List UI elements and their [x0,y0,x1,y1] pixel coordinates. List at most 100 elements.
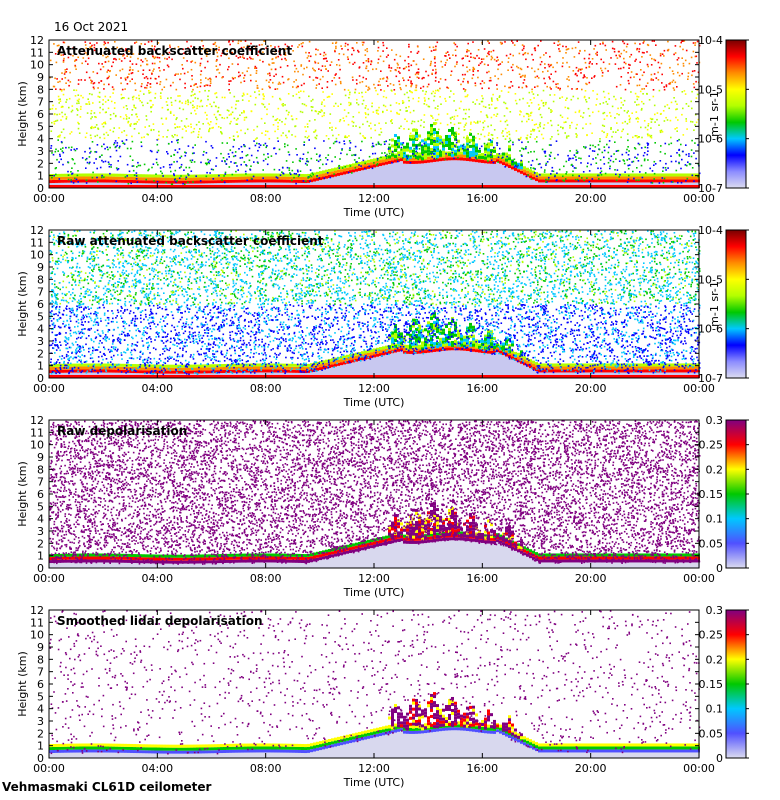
x-tick-label: 00:00 [33,572,65,585]
y-axis-label: Height (km) [16,271,29,337]
colorbar-tick-label: 10-4 [698,224,723,237]
chart-panel-2: Raw attenuated backscatter coefficient01… [16,224,749,409]
x-axis-label: Time (UTC) [343,586,405,599]
x-tick-label: 16:00 [466,762,498,775]
y-tick-label: 4 [37,323,44,336]
colorbar-tick-label: 10-4 [698,34,723,47]
y-tick-label: 10 [30,249,44,262]
y-tick-label: 3 [37,145,44,158]
y-tick-label: 9 [37,71,44,84]
panel-title: Attenuated backscatter coefficient [57,44,292,58]
x-tick-label: 16:00 [466,572,498,585]
ceilometer-figure: Attenuated backscatter coefficient012345… [0,0,780,800]
y-tick-label: 5 [37,120,44,133]
x-axis-label: Time (UTC) [343,206,405,219]
colorbar-tick-label: 0.1 [706,513,724,526]
y-tick-label: 7 [37,476,44,489]
y-tick-label: 5 [37,500,44,513]
y-tick-label: 11 [30,236,44,249]
x-axis-label: Time (UTC) [343,396,405,409]
colorbar: 00.050.10.150.20.250.3 [699,604,750,765]
x-tick-label: 00:00 [33,192,65,205]
y-tick-label: 1 [37,360,44,373]
y-tick-label: 11 [30,616,44,629]
y-tick-label: 4 [37,703,44,716]
x-tick-label: 20:00 [575,192,607,205]
y-tick-label: 2 [37,157,44,170]
x-tick-label: 20:00 [575,762,607,775]
y-tick-label: 8 [37,653,44,666]
y-tick-label: 10 [30,439,44,452]
x-tick-label: 00:00 [33,382,65,395]
y-tick-label: 8 [37,463,44,476]
y-tick-label: 10 [30,629,44,642]
colorbar-tick-label: 0.15 [699,488,724,501]
panel-title: Raw depolarisation [57,424,187,438]
x-tick-label: 08:00 [250,762,282,775]
y-tick-label: 6 [37,298,44,311]
colorbar-tick-label: 0 [716,562,723,575]
y-tick-label: 4 [37,133,44,146]
chart-panel-1: Attenuated backscatter coefficient012345… [16,34,749,219]
colorbar: 10-710-610-510-4m-1 sr-1 [698,34,749,195]
colorbar-unit-label: m-1 sr-1 [708,281,721,327]
x-tick-label: 04:00 [141,192,173,205]
site-label: Vehmasmaki CL61D ceilometer [2,780,211,794]
colorbar-scale [726,40,746,188]
y-tick-label: 3 [37,335,44,348]
x-axis-label: Time (UTC) [343,776,405,789]
colorbar-scale [726,420,746,568]
y-tick-label: 7 [37,96,44,109]
y-tick-label: 12 [30,34,44,47]
x-tick-label: 04:00 [141,762,173,775]
x-tick-label: 08:00 [250,572,282,585]
x-tick-label: 12:00 [358,382,390,395]
colorbar-unit-label: m-1 sr-1 [708,91,721,137]
y-tick-label: 12 [30,414,44,427]
y-tick-label: 2 [37,347,44,360]
y-tick-label: 3 [37,715,44,728]
y-tick-label: 11 [30,46,44,59]
panel-title: Smoothed lidar depolarisation [57,614,263,628]
x-tick-label: 00:00 [683,572,715,585]
colorbar-tick-label: 0.3 [706,414,724,427]
x-tick-label: 04:00 [141,572,173,585]
y-tick-label: 7 [37,666,44,679]
colorbar: 10-710-610-510-4m-1 sr-1 [698,224,749,385]
x-tick-label: 04:00 [141,382,173,395]
y-tick-label: 2 [37,537,44,550]
y-tick-label: 5 [37,690,44,703]
x-tick-label: 20:00 [575,382,607,395]
y-tick-label: 6 [37,678,44,691]
y-tick-label: 9 [37,261,44,274]
x-tick-label: 08:00 [250,192,282,205]
y-axis-label: Height (km) [16,651,29,717]
y-tick-label: 8 [37,273,44,286]
x-tick-label: 12:00 [358,192,390,205]
panel-title: Raw attenuated backscatter coefficient [57,234,324,248]
x-tick-label: 00:00 [683,762,715,775]
colorbar: 00.050.10.150.20.250.3 [699,414,750,575]
x-tick-label: 16:00 [466,382,498,395]
y-tick-label: 1 [37,550,44,563]
y-tick-label: 1 [37,170,44,183]
colorbar-tick-label: 0.15 [699,678,724,691]
colorbar-tick-label: 0.2 [706,653,724,666]
y-tick-label: 2 [37,727,44,740]
colorbar-tick-label: 10-7 [698,372,723,385]
y-tick-label: 8 [37,83,44,96]
chart-panel-4: Smoothed lidar depolarisation01234567891… [16,604,749,789]
x-tick-label: 12:00 [358,572,390,585]
colorbar-tick-label: 0.2 [706,463,724,476]
y-tick-label: 7 [37,286,44,299]
x-tick-label: 20:00 [575,572,607,585]
colorbar-tick-label: 0.3 [706,604,724,617]
colorbar-scale [726,230,746,378]
y-tick-label: 11 [30,426,44,439]
x-tick-label: 16:00 [466,192,498,205]
y-tick-label: 3 [37,525,44,538]
y-tick-label: 6 [37,488,44,501]
x-tick-label: 08:00 [250,382,282,395]
colorbar-tick-label: 0.05 [699,537,724,550]
